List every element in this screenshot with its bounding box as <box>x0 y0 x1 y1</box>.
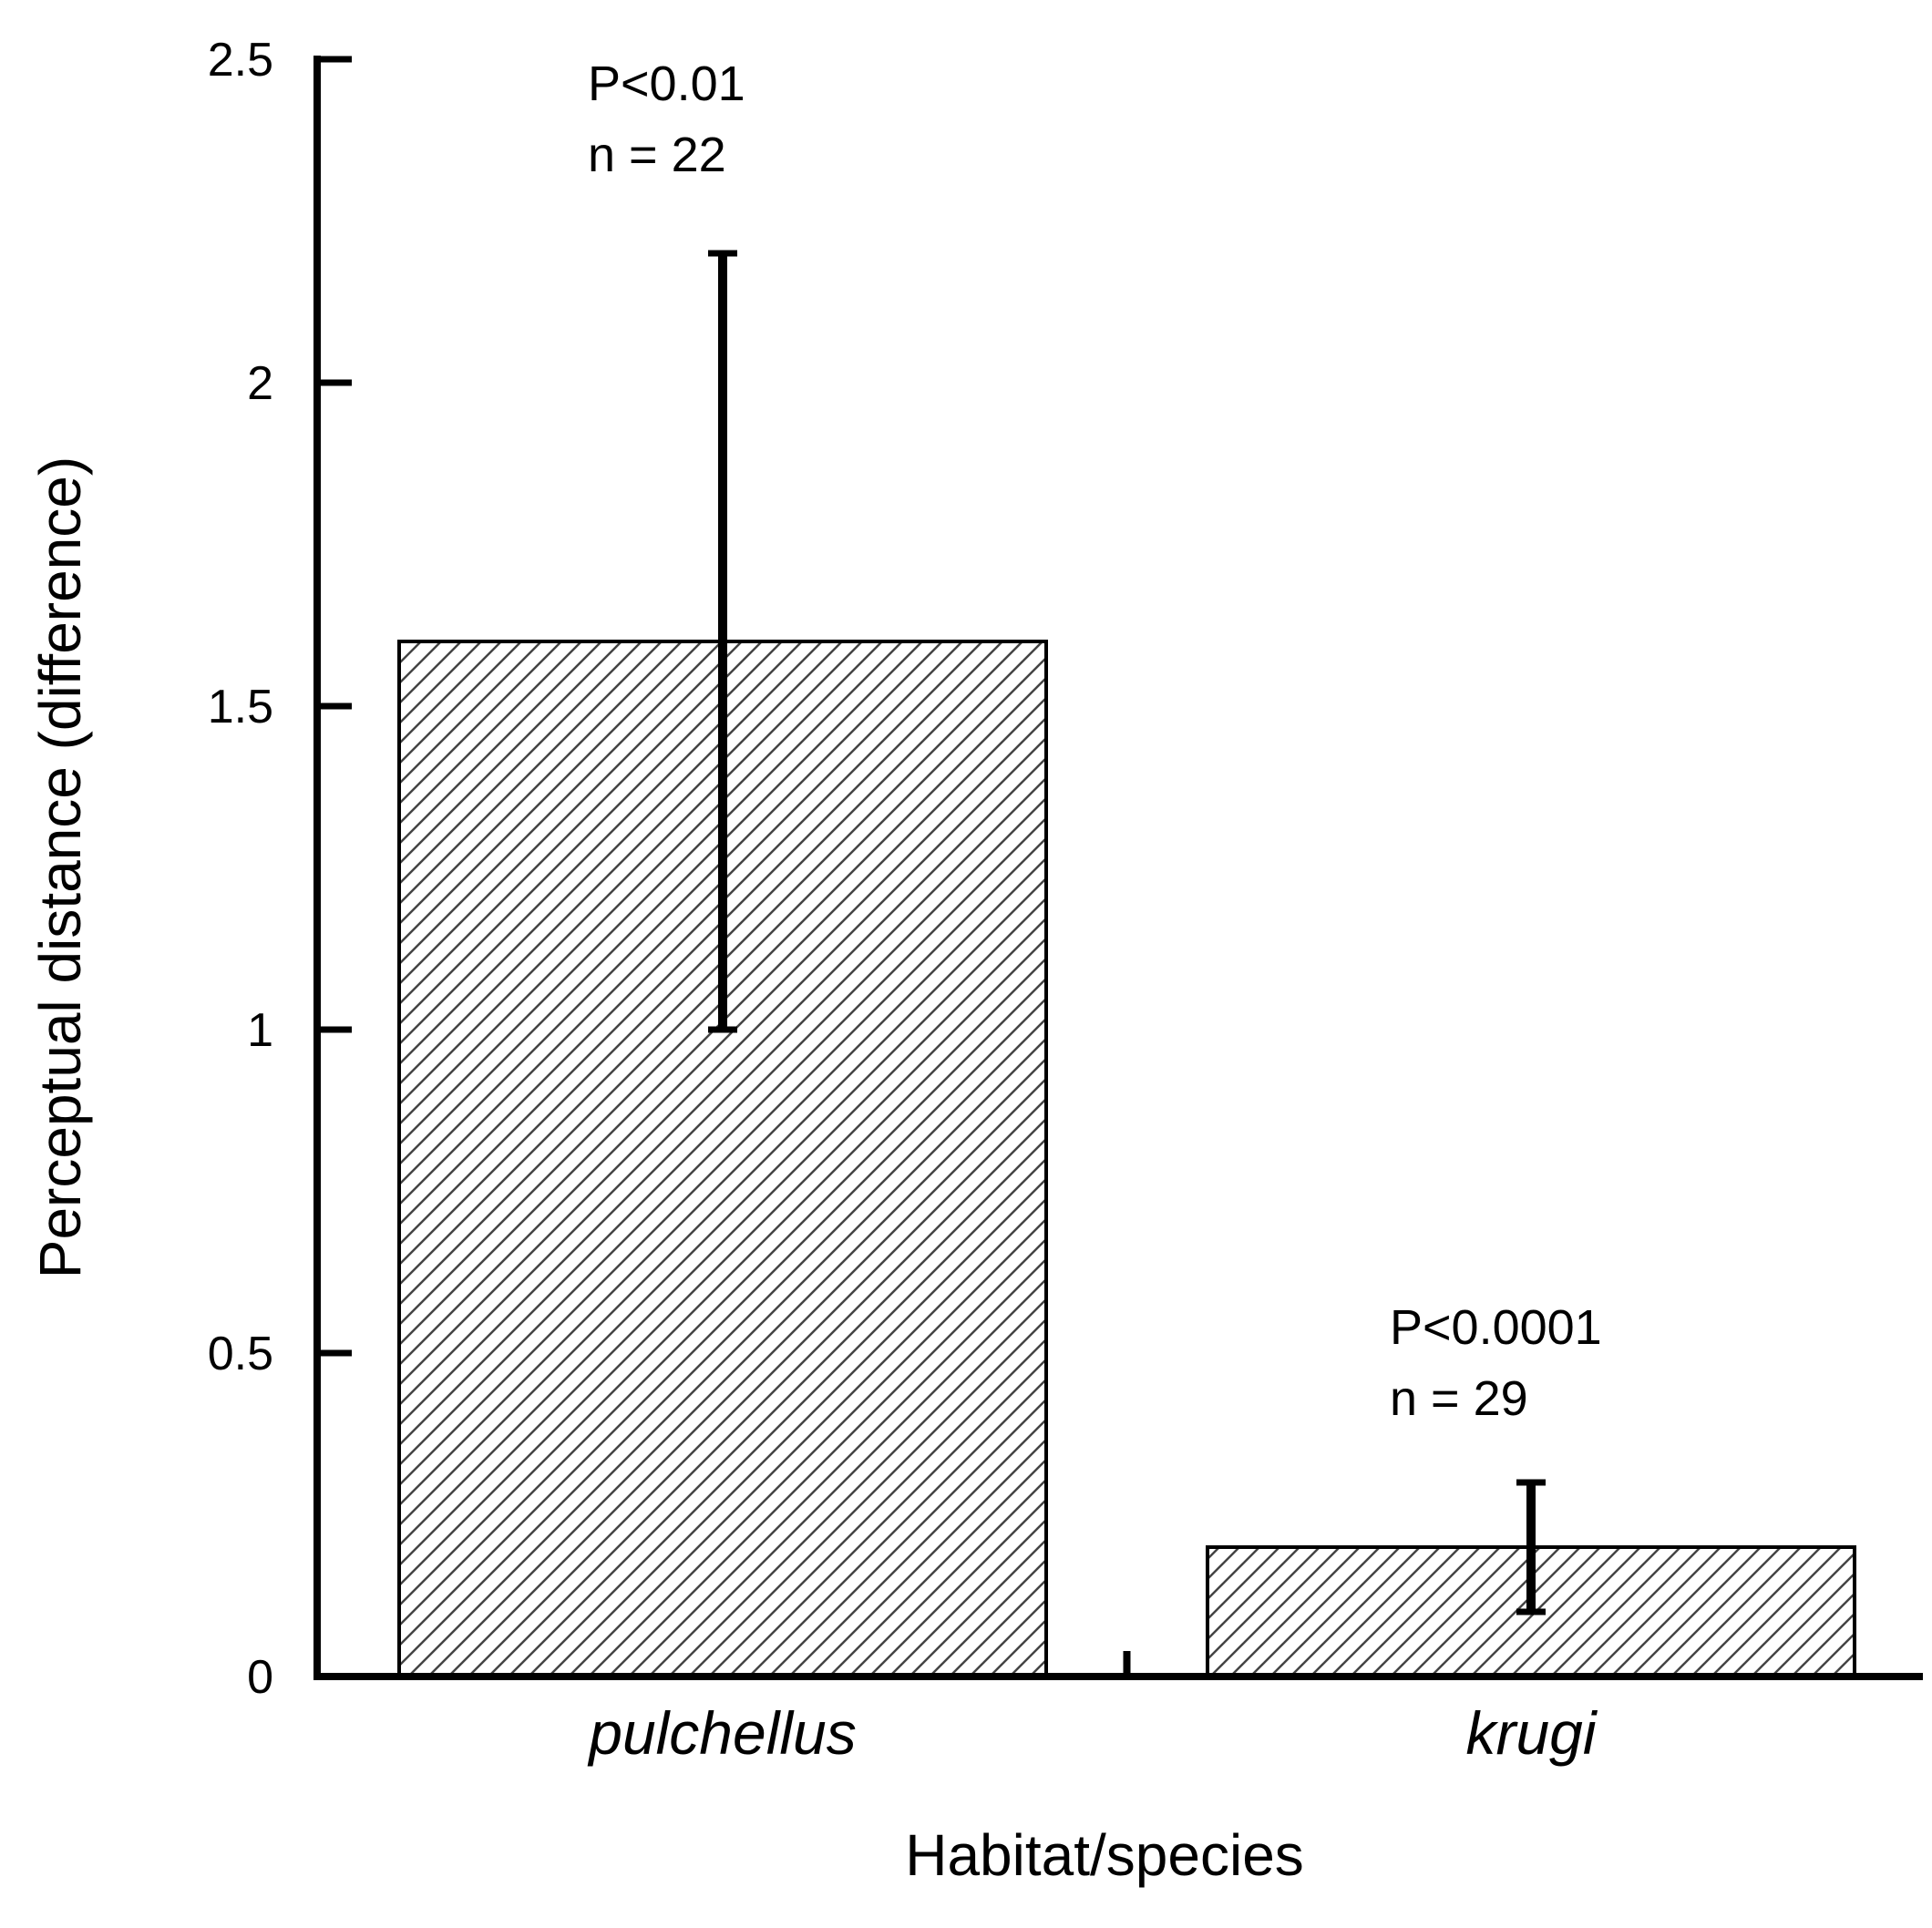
y-tick-label-0: 0 <box>247 1651 273 1704</box>
annotation-p-value-krugi: P<0.0001 <box>1390 1300 1602 1355</box>
y-tick-label-0.5: 0.5 <box>208 1328 273 1380</box>
y-tick-label-2.5: 2.5 <box>208 34 273 87</box>
y-tick-label-1: 1 <box>247 1004 273 1057</box>
x-axis-title: Habitat/species <box>905 1822 1304 1888</box>
category-label-krugi: krugi <box>1465 1699 1598 1767</box>
annotation-p-value-pulchellus: P<0.01 <box>588 56 745 111</box>
y-tick-label-1.5: 1.5 <box>208 681 273 733</box>
labels-layer: Habitat/species Perceptual distance (dif… <box>27 34 1602 1888</box>
y-axis-title: Perceptual distance (difference) <box>27 456 93 1278</box>
category-label-pulchellus: pulchellus <box>587 1699 857 1767</box>
annotation-n-pulchellus: n = 22 <box>588 128 726 182</box>
axes-layer <box>313 56 1923 1680</box>
annotation-n-krugi: n = 29 <box>1390 1371 1528 1426</box>
bars-layer <box>397 640 1856 1678</box>
y-tick-label-2: 2 <box>247 357 273 410</box>
